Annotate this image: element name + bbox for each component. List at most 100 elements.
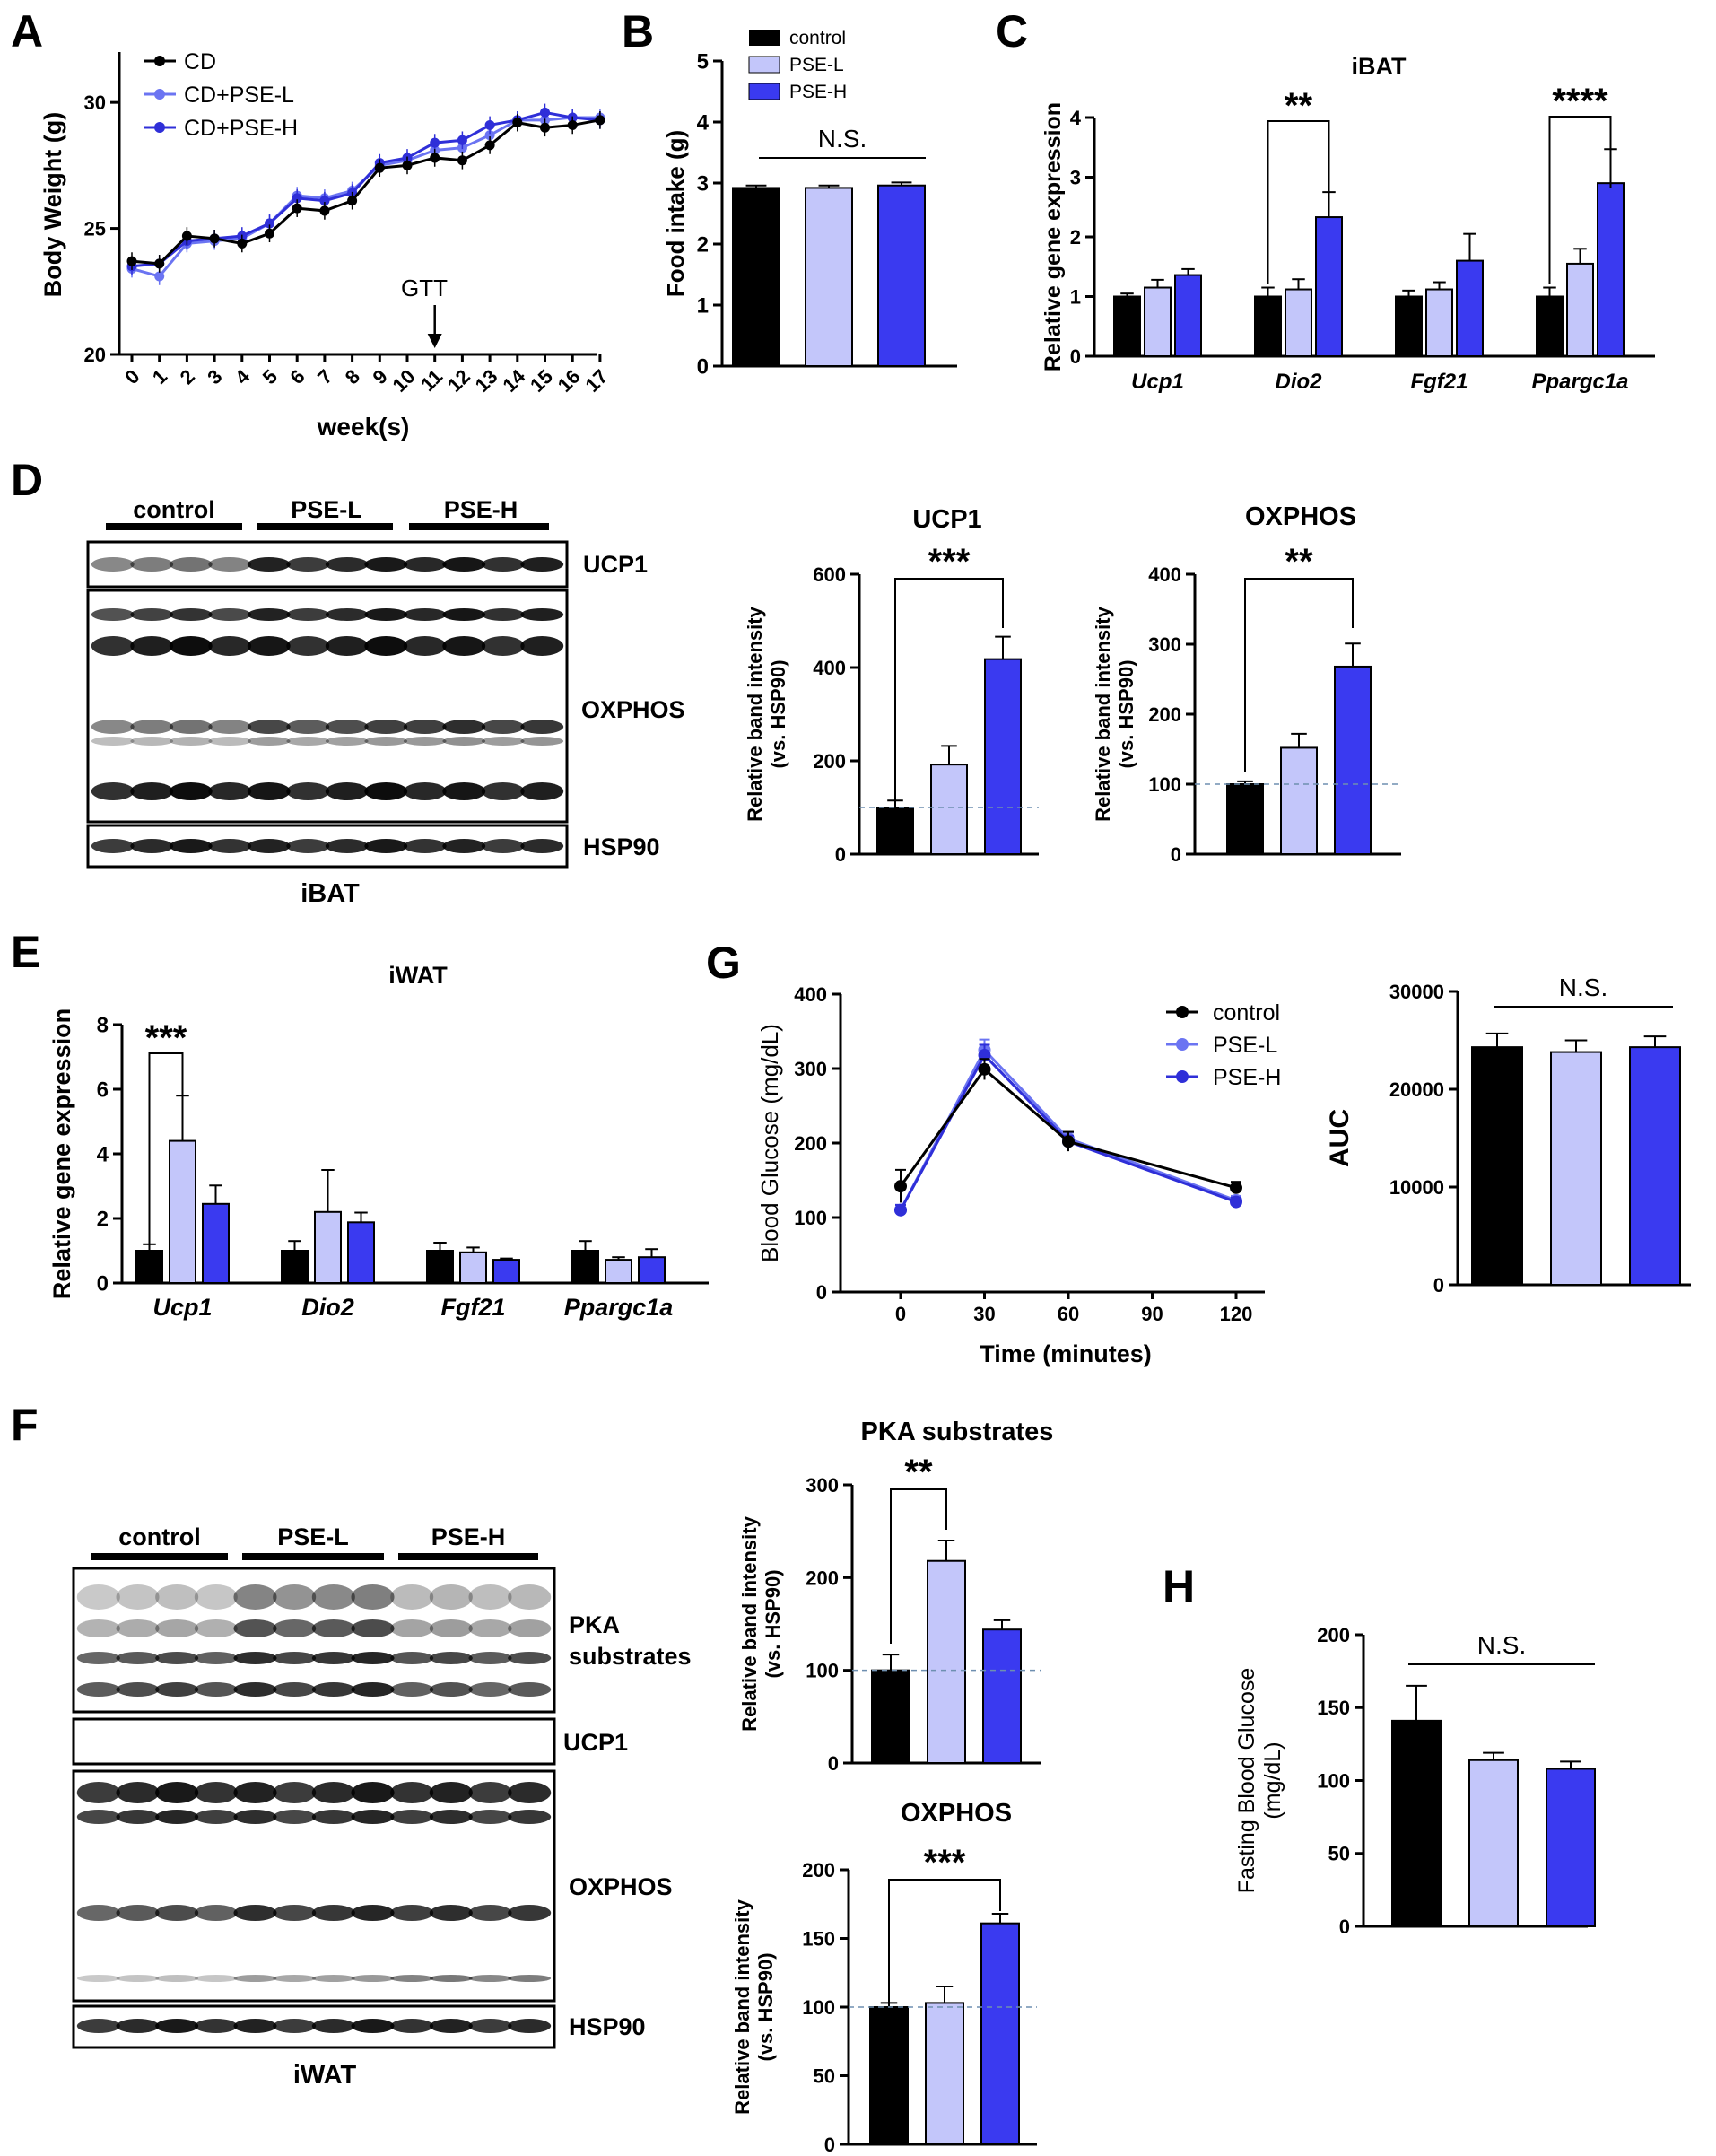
band-oxphos-5: [130, 782, 174, 800]
band-hsp90: [325, 839, 369, 853]
band-pka-1: [273, 1584, 317, 1610]
blot-label-substrates: substrates: [569, 1643, 692, 1670]
band-oxphos-4: [76, 1975, 120, 1982]
chart-g1-y-tick-label: 100: [794, 1207, 827, 1229]
band-hsp90: [286, 839, 330, 853]
iwat-western-blot: control PSE-L PSE-H PKA substrates UCP1 …: [72, 1523, 692, 2090]
band-oxphos-1: [286, 608, 330, 621]
band-ucp1: [169, 557, 213, 572]
data-point: [484, 140, 495, 151]
bar-fgf21-pse-h: [1456, 259, 1484, 358]
band-hsp90: [481, 839, 525, 853]
band-oxphos-4: [273, 1975, 317, 1982]
band-pka-2: [351, 1619, 395, 1637]
band-oxphos-2: [520, 636, 564, 656]
significance-bracket: [890, 1488, 947, 1644]
band-oxphos-2: [130, 636, 174, 656]
band-oxphos-3: [403, 720, 447, 734]
x-category-label-ucp1: Ucp1: [152, 1294, 212, 1321]
data-point: [457, 155, 467, 166]
data-point: [154, 258, 165, 269]
chart-f2-y-tick-label: 0: [824, 2134, 835, 2156]
band-oxphos-4: [91, 737, 135, 746]
band-pka-3: [311, 1652, 355, 1664]
band-oxphos-3: [364, 720, 408, 734]
band-oxphos-2: [429, 1810, 473, 1824]
band-oxphos-1: [233, 1782, 277, 1803]
bar-ppargc1a-control: [1536, 295, 1564, 357]
blot-group-label-control: control: [118, 1523, 201, 1550]
y-axis-label: Relative gene expression: [1041, 102, 1066, 371]
bar-pse-h: [982, 1628, 1022, 1764]
chart-b-y-tick-label: 0: [697, 355, 709, 380]
chart-c-y-tick-label: 4: [1070, 107, 1082, 129]
x-tick-label: 0: [120, 365, 144, 388]
bar-pse-l: [927, 1559, 966, 1764]
band-oxphos-4: [508, 1975, 552, 1982]
band-hsp90: [273, 2019, 317, 2033]
bar-pse-l: [925, 2002, 964, 2145]
band-oxphos-3: [273, 1905, 317, 1921]
band-oxphos-1: [116, 1782, 160, 1803]
chart-d2-y-tick-label: 100: [1148, 773, 1181, 796]
significance-bracket: [148, 1052, 184, 1254]
band-oxphos-3: [194, 1905, 238, 1921]
chart-d1-y-tick-label: 200: [813, 750, 846, 772]
band-pka-2: [155, 1619, 199, 1637]
x-tick-label: 7: [313, 365, 336, 388]
band-oxphos-2: [481, 636, 525, 656]
band-pka-3: [233, 1652, 277, 1664]
chart-b-y-tick-label: 1: [697, 294, 709, 319]
y-axis-label: Relative band intensity: [731, 1899, 753, 2114]
band-ucp1: [247, 557, 291, 572]
chart-b-y-tick-label: 3: [697, 172, 709, 196]
panel-label-f: F: [11, 1400, 39, 1450]
band-oxphos-2: [194, 1810, 238, 1824]
y-axis-label-2: (vs. HSP90): [762, 1569, 784, 1678]
band-pka-2: [311, 1619, 355, 1637]
data-point: [154, 271, 165, 282]
band-pka-3: [116, 1652, 160, 1664]
y-axis-label: Relative band intensity: [738, 1515, 761, 1731]
band-oxphos-2: [442, 636, 486, 656]
band-pka-1: [390, 1584, 434, 1610]
band-oxphos-2: [233, 1810, 277, 1824]
data-point: [209, 233, 220, 244]
x-tick-label: 10: [388, 365, 420, 397]
chart-f1-y-tick-label: 100: [806, 1660, 839, 1682]
band-oxphos-4: [155, 1975, 199, 1982]
band-hsp90: [311, 2019, 355, 2033]
y-axis-label-2: (vs. HSP90): [754, 1952, 777, 2061]
chart-c-y-tick-label: 1: [1070, 285, 1081, 308]
chart-e-y-tick-label: 6: [97, 1078, 109, 1103]
band-oxphos-3: [481, 720, 525, 734]
band-hsp90: [233, 2019, 277, 2033]
band-hsp90: [155, 2019, 199, 2033]
band-oxphos-2: [247, 636, 291, 656]
blot-label-ucp1: UCP1: [583, 551, 648, 578]
y-axis-label: Relative band intensity: [744, 606, 766, 821]
legend-swatch-control: [749, 30, 780, 46]
data-point: [1230, 1195, 1242, 1209]
band-oxphos-4: [208, 737, 252, 746]
chart-f2-y-tick-label: 150: [802, 1927, 835, 1950]
band-oxphos-5: [169, 782, 213, 800]
band-oxphos-1: [520, 608, 564, 621]
blot-group-label-pse-h: PSE-H: [431, 1523, 506, 1550]
bar-control: [1391, 1719, 1442, 1927]
x-tick-label: 90: [1141, 1303, 1163, 1325]
band-hsp90: [468, 2019, 512, 2033]
band-oxphos-1: [390, 1782, 434, 1803]
band-pka-2: [429, 1619, 473, 1637]
band-oxphos-2: [468, 1810, 512, 1824]
legend-marker-pse-h: [1176, 1070, 1189, 1083]
chart-f2-y-tick-label: 100: [802, 1996, 835, 2019]
band-oxphos-3: [233, 1905, 277, 1921]
chart-b-y-tick-label: 2: [697, 233, 709, 257]
series-line-control: [899, 1067, 1237, 1190]
blot-frame-ucp1: [72, 1717, 556, 1766]
legend-marker-control: [1176, 1006, 1189, 1018]
band-ucp1: [208, 557, 252, 572]
band-oxphos-2: [273, 1810, 317, 1824]
data-point: [265, 218, 274, 229]
